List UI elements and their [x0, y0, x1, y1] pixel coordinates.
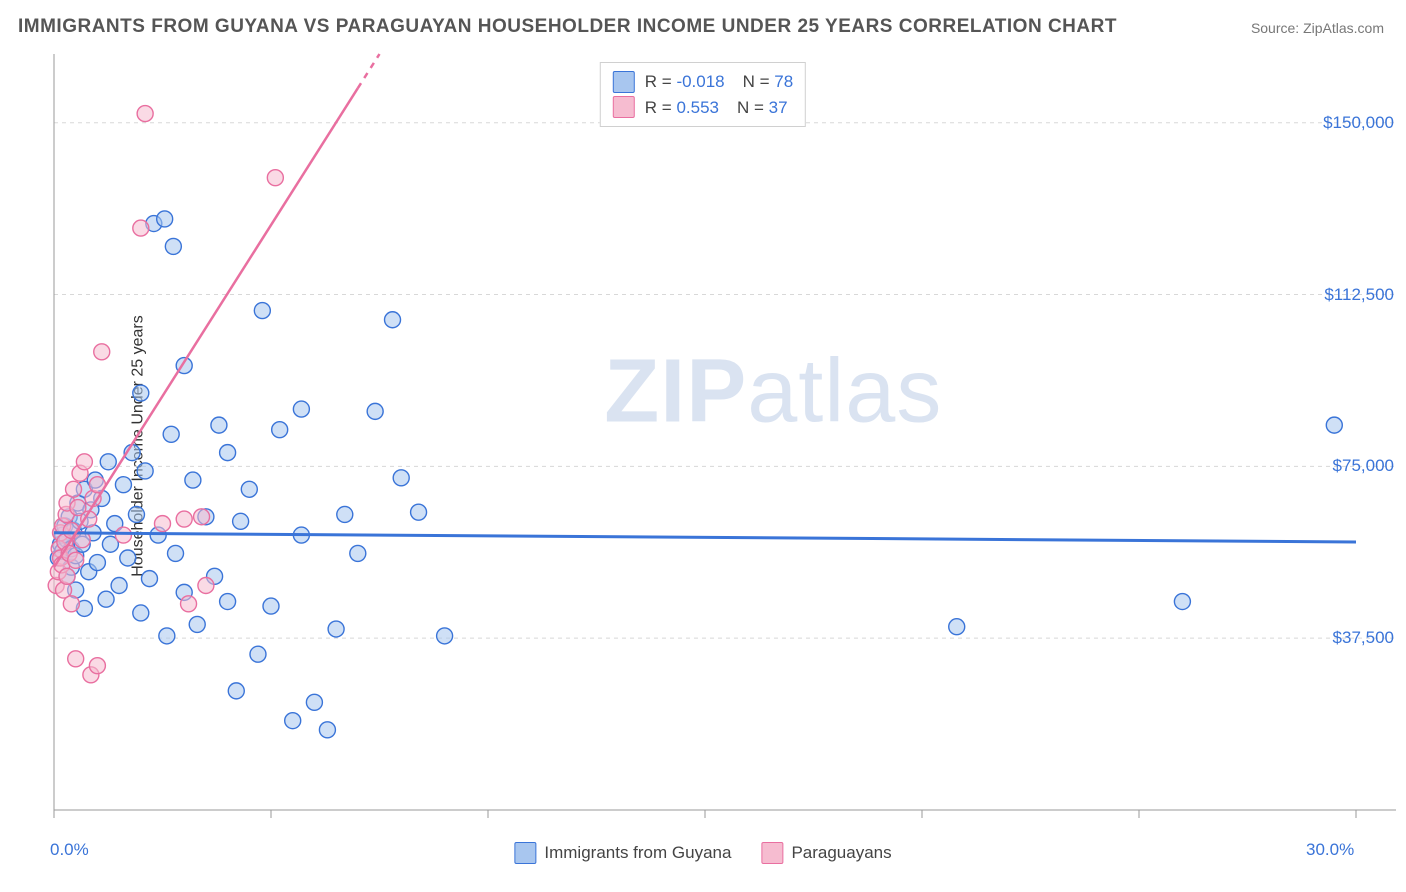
- r-value-1: 0.553: [676, 98, 719, 117]
- legend-swatch-1: [613, 96, 635, 118]
- legend-swatch-0: [613, 71, 635, 93]
- plot-svg: [0, 0, 1406, 892]
- n-value-0: 78: [774, 72, 793, 91]
- legend-stats-row-0: R = -0.018 N = 78: [613, 69, 793, 95]
- r-value-0: -0.018: [676, 72, 724, 91]
- y-tick-label: $37,500: [1333, 628, 1394, 648]
- legend-series: Immigrants from Guyana Paraguayans: [514, 842, 891, 864]
- y-tick-label: $150,000: [1323, 113, 1394, 133]
- legend-stats-row-1: R = 0.553 N = 37: [613, 95, 793, 121]
- legend-swatch-b0: [514, 842, 536, 864]
- legend-swatch-b1: [761, 842, 783, 864]
- x-tick-label: 0.0%: [50, 840, 89, 860]
- n-value-1: 37: [769, 98, 788, 117]
- legend-item-0: Immigrants from Guyana: [514, 842, 731, 864]
- legend-label-0: Immigrants from Guyana: [544, 843, 731, 863]
- x-tick-label: 30.0%: [1306, 840, 1354, 860]
- legend-label-1: Paraguayans: [791, 843, 891, 863]
- legend-stats: R = -0.018 N = 78 R = 0.553 N = 37: [600, 62, 806, 127]
- y-tick-label: $75,000: [1333, 456, 1394, 476]
- legend-item-1: Paraguayans: [761, 842, 891, 864]
- correlation-chart: IMMIGRANTS FROM GUYANA VS PARAGUAYAN HOU…: [0, 0, 1406, 892]
- y-tick-label: $112,500: [1324, 285, 1394, 305]
